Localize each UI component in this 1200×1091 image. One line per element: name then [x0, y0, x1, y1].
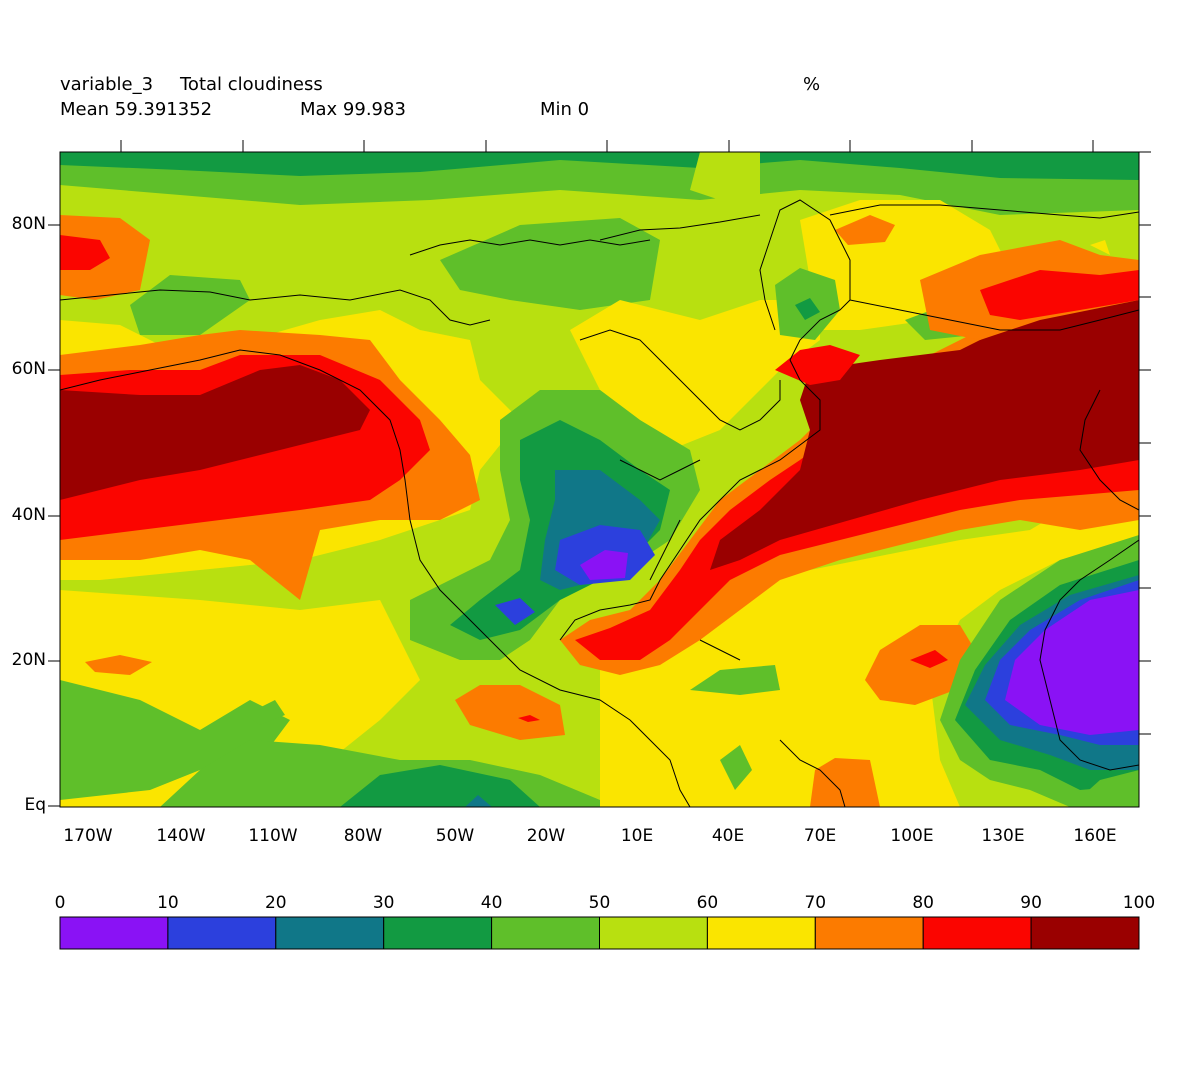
colorbar-segment [922, 916, 1032, 950]
lon-label-130e: 130E [981, 826, 1025, 846]
colorbar-label: 50 [588, 893, 611, 913]
variable-name: variable_3 [60, 74, 154, 95]
colorbar-segment [1030, 916, 1140, 950]
lon-label-40e: 40E [711, 826, 745, 846]
colorbar-segment [599, 916, 708, 950]
colorbar-label: 20 [264, 893, 287, 913]
lon-label-160e: 160E [1073, 826, 1117, 846]
colorbar-segment [59, 916, 169, 950]
colorbar [59, 916, 1140, 950]
colorbar-label: 100 [1122, 893, 1156, 913]
axis-ticks [48, 140, 1151, 807]
lat-label-20n: 20N [11, 650, 46, 670]
colorbar-segment [383, 916, 493, 950]
contour-fills [60, 152, 1139, 807]
colorbar-label: 30 [372, 893, 395, 913]
colorbar-segment [167, 916, 277, 950]
colorbar-label: 40 [480, 893, 503, 913]
map-frame [59, 151, 1140, 808]
lat-label-40n: 40N [11, 505, 46, 525]
max-stat: Max 99.983 [300, 99, 406, 120]
colorbar-label: 80 [912, 893, 934, 913]
coastlines [60, 199, 1139, 807]
colorbar-label: 0 [54, 893, 66, 913]
colorbar-segment [814, 916, 924, 950]
lon-label-170w: 170W [63, 826, 113, 846]
lon-label-140w: 140W [156, 826, 206, 846]
lat-label-80n: 80N [11, 214, 46, 234]
colorbar-segment [706, 916, 816, 950]
colorbar-label: 60 [696, 893, 719, 913]
lon-label-80w: 80W [343, 826, 383, 846]
colorbar-frame [59, 916, 1140, 950]
colorbar-label: 90 [1020, 893, 1042, 913]
lon-label-100e: 100E [890, 826, 934, 846]
colorbar-label: 70 [804, 893, 827, 913]
lat-label-eq: Eq [24, 795, 46, 815]
colorbar-segment [491, 916, 601, 950]
variable-long-name: Total cloudiness [180, 74, 323, 95]
lon-label-70e: 70E [803, 826, 837, 846]
lat-label-60n: 60N [11, 359, 46, 379]
lon-label-110w: 110W [248, 826, 298, 846]
units-label: % [803, 74, 821, 95]
colorbar-segment [275, 916, 385, 950]
mean-stat: Mean 59.391352 [60, 99, 213, 120]
lon-label-10e: 10E [620, 826, 654, 846]
lon-label-20w: 20W [526, 826, 566, 846]
colorbar-label: 10 [157, 893, 179, 913]
min-stat: Min 0 [540, 99, 590, 120]
lon-label-50w: 50W [435, 826, 475, 846]
